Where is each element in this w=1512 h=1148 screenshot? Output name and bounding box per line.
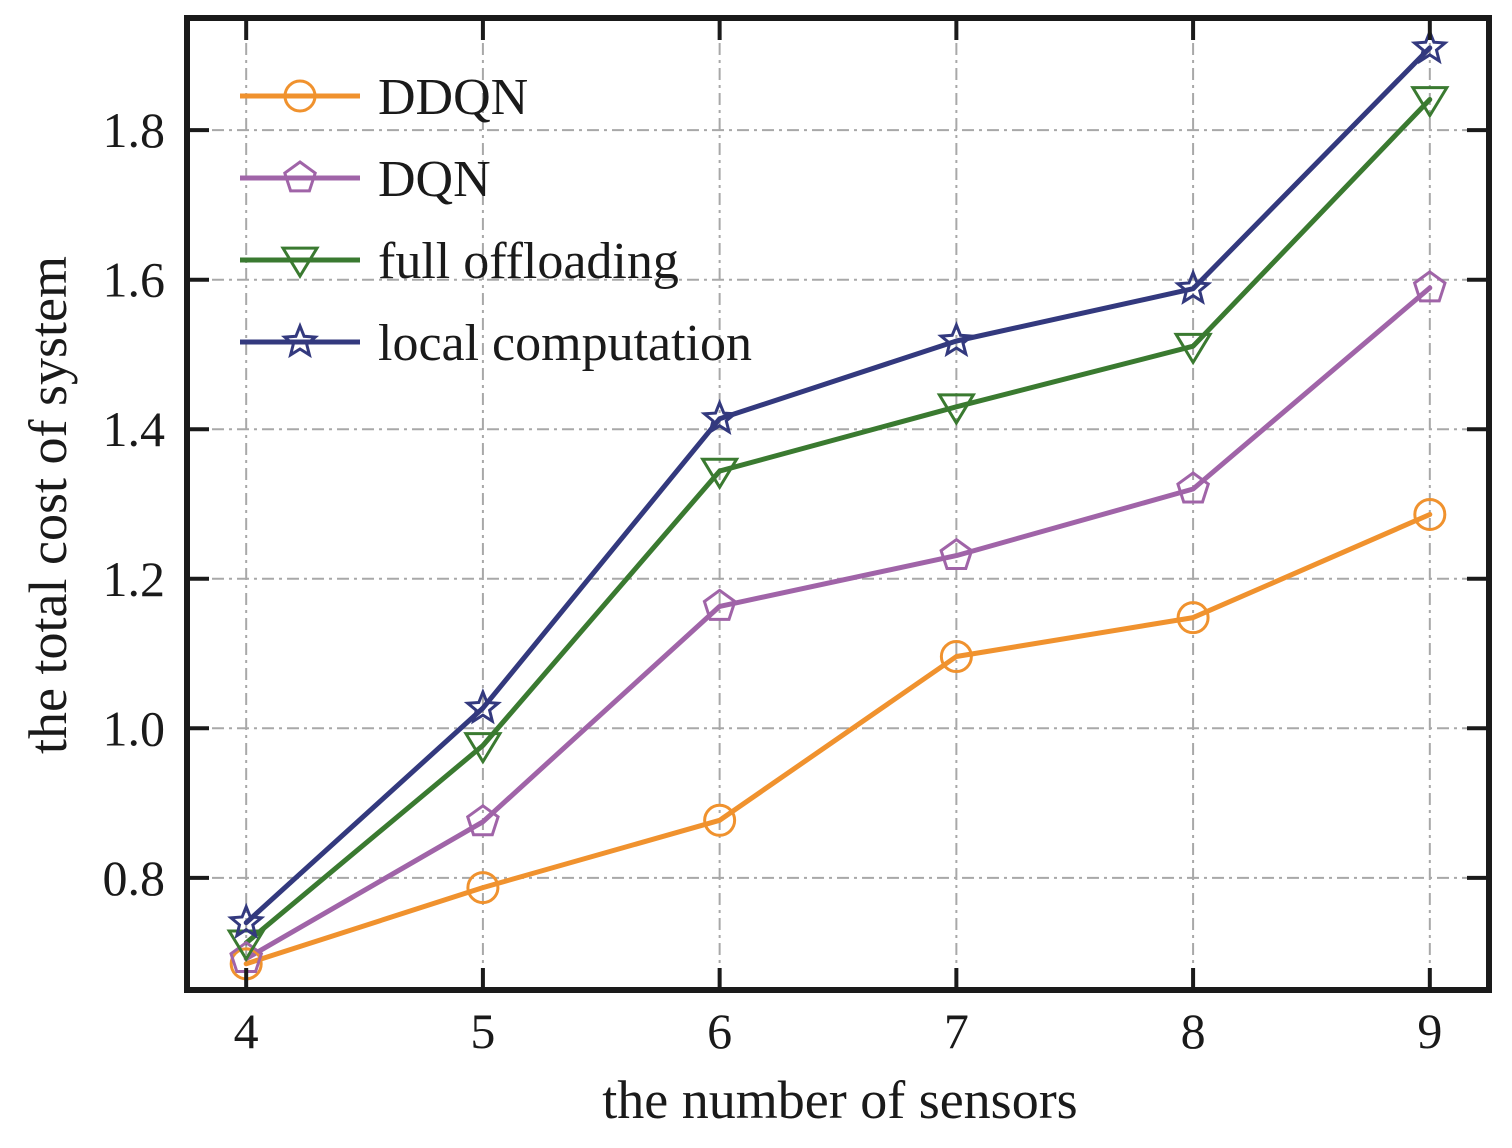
y-axis-title: the total cost of system bbox=[18, 256, 78, 754]
data-point-ddqn bbox=[466, 871, 500, 905]
x-tick-label: 8 bbox=[1181, 1003, 1206, 1059]
legend: DDQN DQN full offloading local computation bbox=[240, 69, 752, 372]
data-point-local-computation bbox=[1410, 27, 1449, 65]
x-axis-title: the number of sensors bbox=[602, 1070, 1077, 1130]
data-point-full-offloading bbox=[1410, 86, 1450, 119]
data-point-local-computation bbox=[463, 688, 502, 725]
series-line-dqn bbox=[243, 285, 1433, 962]
x-tick-label: 7 bbox=[944, 1003, 969, 1059]
y-tick-label: 1.2 bbox=[103, 551, 166, 607]
x-tick-label: 6 bbox=[707, 1003, 732, 1059]
legend-label-local-computation: local computation bbox=[378, 315, 752, 372]
series-line-ddqn bbox=[243, 512, 1433, 967]
grid bbox=[187, 18, 1489, 990]
data-point-dqn bbox=[1176, 471, 1211, 504]
series-line-full-offloading bbox=[243, 97, 1433, 946]
legend-marker-ddqn bbox=[283, 79, 317, 113]
plot-frame bbox=[184, 15, 1492, 993]
legend-label-full-offloading: full offloading bbox=[378, 233, 679, 290]
data-point-dqn bbox=[465, 803, 500, 837]
data-point-ddqn bbox=[1413, 497, 1447, 531]
data-point-local-computation bbox=[700, 398, 739, 435]
data-point-ddqn bbox=[1176, 601, 1210, 635]
data-point-ddqn bbox=[703, 803, 737, 837]
data-point-local-computation bbox=[227, 902, 266, 940]
data-point-full-offloading bbox=[1173, 332, 1213, 366]
legend-marker-local-computation bbox=[280, 321, 320, 359]
series-lines bbox=[243, 45, 1433, 967]
series-markers bbox=[226, 27, 1450, 981]
data-point-local-computation bbox=[937, 320, 976, 358]
y-tick-label: 1.6 bbox=[103, 252, 166, 308]
data-point-local-computation bbox=[1174, 268, 1213, 305]
data-point-dqn bbox=[1412, 270, 1447, 303]
y-tick-label: 0.8 bbox=[103, 850, 166, 906]
data-point-full-offloading bbox=[936, 393, 977, 426]
legend-marker-full-offloading bbox=[280, 246, 320, 280]
legend-label-ddqn: DDQN bbox=[378, 69, 528, 126]
series-line-local-computation bbox=[243, 45, 1433, 926]
y-tick-label: 1.4 bbox=[103, 401, 166, 457]
y-tick-label: 1.0 bbox=[103, 700, 166, 756]
y-tick-label: 1.8 bbox=[103, 102, 166, 158]
data-point-dqn bbox=[702, 588, 737, 621]
legend-label-dqn: DQN bbox=[378, 151, 491, 208]
legend-marker-dqn bbox=[283, 160, 317, 193]
data-point-full-offloading bbox=[699, 457, 740, 491]
x-tick-label: 5 bbox=[470, 1003, 495, 1059]
x-tick-label: 9 bbox=[1417, 1003, 1442, 1059]
data-point-dqn bbox=[939, 537, 974, 570]
data-point-full-offloading bbox=[463, 732, 503, 765]
x-tick-label: 4 bbox=[234, 1003, 259, 1059]
axes: 4 5 6 7 8 9 0.8 1.0 1.2 1.4 1.6 1.8 bbox=[103, 15, 1492, 1059]
data-point-ddqn bbox=[939, 640, 973, 674]
